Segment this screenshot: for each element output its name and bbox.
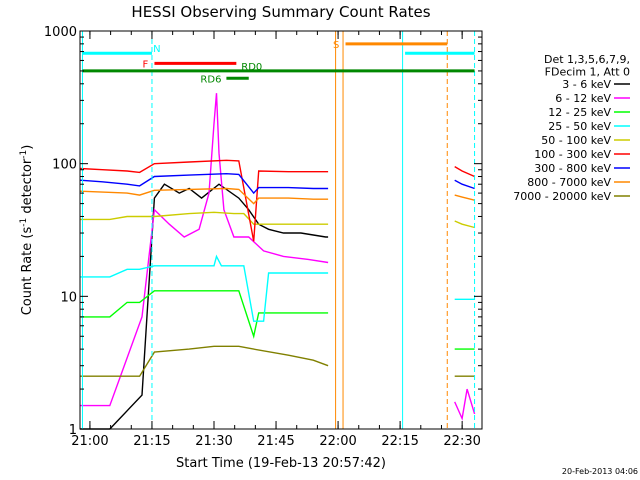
legend-label-7000-20000-kev: 7000 - 20000 keV bbox=[513, 190, 611, 203]
x-axis-label: Start Time (19-Feb-13 20:57:42) bbox=[176, 456, 386, 471]
timestamp: 20-Feb-2013 04:06 bbox=[562, 467, 638, 476]
legend-header-line: FDecim 1, Att 0 bbox=[545, 66, 630, 79]
x-tick-label: 21:45 bbox=[257, 434, 294, 449]
flag-label-rd6: RD6 bbox=[200, 74, 221, 85]
legend: Det 1,3,5,6,7,9,FDecim 1, Att 03 - 6 keV… bbox=[513, 53, 630, 203]
flag-label-f: F bbox=[142, 59, 148, 70]
legend-label-800-7000-kev: 800 - 7000 keV bbox=[527, 176, 611, 189]
legend-label-300-800-kev: 300 - 800 keV bbox=[534, 162, 611, 175]
x-tick-label: 22:15 bbox=[381, 434, 418, 449]
y-tick-label: 1 bbox=[69, 423, 77, 438]
axes: 21:00 21:15 21:30 21:45 22:00 22:15 22:30 1 10 10… bbox=[44, 25, 482, 449]
legend-label-12-25-kev: 12 - 25 keV bbox=[548, 106, 611, 119]
x-tick-label: 22:00 bbox=[319, 434, 356, 449]
y-tick-label: 1000 bbox=[44, 25, 77, 40]
x-tick-label: 21:15 bbox=[133, 434, 170, 449]
flag-label-rd0: RD0 bbox=[241, 62, 262, 73]
y-axis-label: Count Rate (s-1 detector-1) bbox=[19, 145, 35, 316]
flag-label-s: S bbox=[333, 40, 339, 51]
series-line-50-100-kev bbox=[80, 211, 475, 229]
series-line-25-50-kev bbox=[80, 254, 475, 322]
x-tick-label: 21:00 bbox=[71, 434, 108, 449]
legend-header-line: Det 1,3,5,6,7,9, bbox=[544, 53, 630, 66]
legend-label-50-100-kev: 50 - 100 keV bbox=[541, 134, 611, 147]
data-layer bbox=[79, 93, 476, 430]
legend-label-100-300-kev: 100 - 300 keV bbox=[534, 148, 611, 161]
series-line-800-7000-kev bbox=[79, 187, 475, 205]
vertical-markers bbox=[81, 31, 476, 429]
series-line-100-300-kev bbox=[79, 159, 475, 242]
legend-label-6-12-kev: 6 - 12 keV bbox=[555, 92, 611, 105]
flag-label-n: N bbox=[153, 44, 160, 55]
plot-frame bbox=[79, 30, 483, 430]
chart-title: HESSI Observing Summary Count Rates bbox=[131, 3, 430, 21]
flag-segments: NF S RD0 RD6 bbox=[82, 40, 475, 85]
y-tick-label: 10 bbox=[60, 290, 77, 305]
y-tick-label: 100 bbox=[52, 158, 77, 173]
x-tick-label: 21:30 bbox=[195, 434, 232, 449]
x-tick-label: 22:30 bbox=[443, 434, 480, 449]
series-line-12-25-kev bbox=[80, 290, 475, 350]
series-line-7000-20000-kev bbox=[80, 345, 475, 377]
legend-label-25-50-kev: 25 - 50 keV bbox=[548, 120, 611, 133]
series-line-300-800-kev bbox=[79, 172, 475, 195]
legend-label-3-6-kev: 3 - 6 keV bbox=[562, 78, 611, 91]
